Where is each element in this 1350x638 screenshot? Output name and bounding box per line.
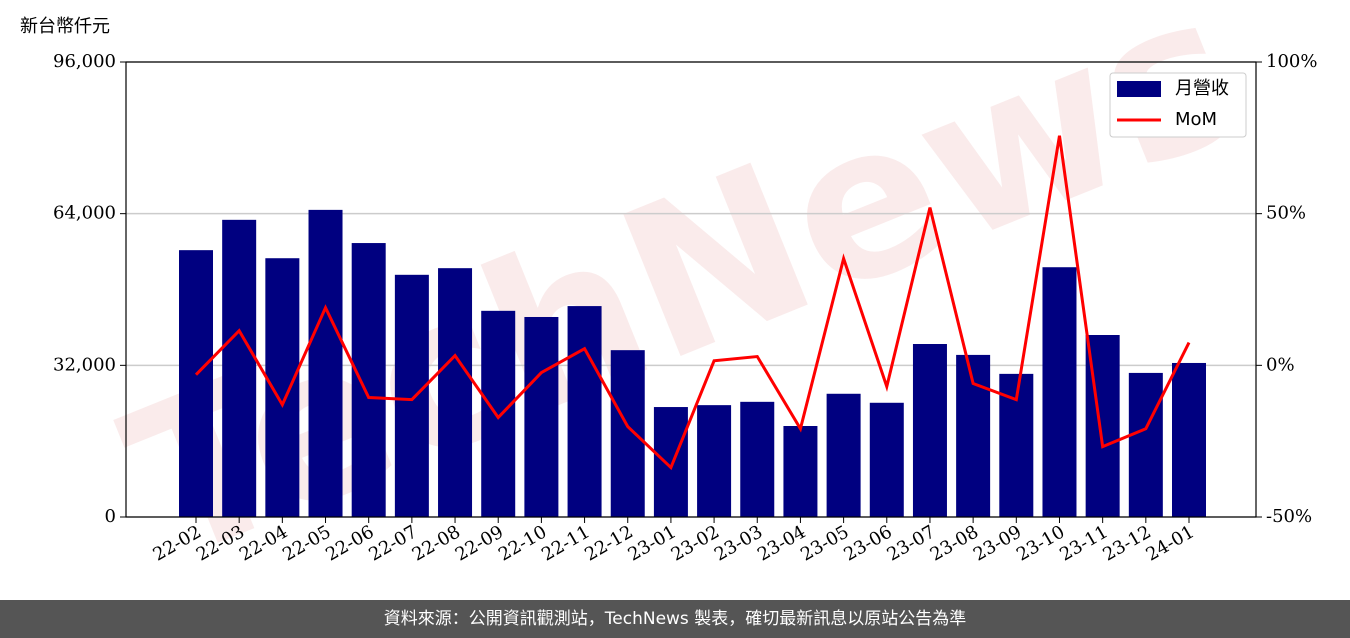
chart: 新台幣仟元 TechNews 032,00064,00096,000-50%0%… [20, 0, 1317, 600]
legend-swatch [1117, 81, 1161, 97]
y2-tick-label: 0% [1266, 354, 1295, 375]
bar [1172, 362, 1206, 517]
x-tick-label: 23-04 [754, 521, 809, 565]
x-tick-label: 22-11 [538, 521, 593, 565]
x-tick-label: 23-08 [927, 521, 982, 565]
bar [783, 426, 818, 517]
bar [308, 209, 343, 517]
x-tick-label: 23-01 [624, 521, 679, 565]
bar [265, 258, 300, 517]
x-tick-label: 23-07 [884, 521, 939, 565]
y-tick-label: 64,000 [53, 203, 116, 224]
bar [653, 407, 688, 517]
bar [481, 310, 516, 517]
bar [524, 316, 559, 517]
y-tick-label: 0 [105, 506, 116, 527]
line [194, 135, 1191, 471]
bar [179, 250, 213, 518]
bar [826, 393, 861, 517]
x-tick-label: 23-05 [797, 521, 852, 565]
x-tick-label: 24-01 [1143, 521, 1198, 565]
bar [697, 405, 732, 517]
x-tick-label: 23-12 [1099, 521, 1154, 565]
x-tick-label: 23-03 [711, 521, 766, 565]
bar [912, 344, 947, 517]
bar [610, 350, 645, 517]
y-axis-label: 新台幣仟元 [20, 16, 110, 37]
legend-label: 月營收 [1175, 78, 1229, 99]
x-tick-label: 23-06 [840, 521, 895, 565]
x-tick-label: 23-11 [1056, 521, 1111, 565]
bar [438, 268, 473, 517]
legend-label: MoM [1175, 109, 1217, 130]
plot-frame [125, 61, 1257, 518]
x-tick-label: 22-08 [409, 521, 464, 565]
y2-tick-label: 50% [1266, 203, 1306, 224]
y2-tick-label: 100% [1266, 51, 1317, 72]
bar [1128, 372, 1163, 517]
bar [869, 402, 904, 517]
bar [351, 243, 386, 518]
bar [567, 306, 602, 517]
bar [222, 219, 257, 517]
x-tick-label: 22-10 [495, 521, 550, 565]
bar [740, 401, 775, 517]
x-tick-label: 23-10 [1013, 521, 1068, 565]
bar [1042, 267, 1077, 517]
x-tick-label: 22-12 [581, 521, 636, 565]
y-tick-label: 32,000 [53, 354, 116, 375]
x-tick-label: 22-09 [452, 521, 507, 565]
y2-tick-label: -50% [1266, 506, 1312, 527]
x-tick-label: 23-09 [970, 521, 1025, 565]
y-tick-label: 96,000 [53, 51, 116, 72]
footer: 資料來源：公開資訊觀測站，TechNews 製表，確切最新訊息以原站公告為準 [0, 600, 1350, 638]
x-tick-label: 23-02 [668, 521, 723, 565]
bar [394, 274, 429, 517]
